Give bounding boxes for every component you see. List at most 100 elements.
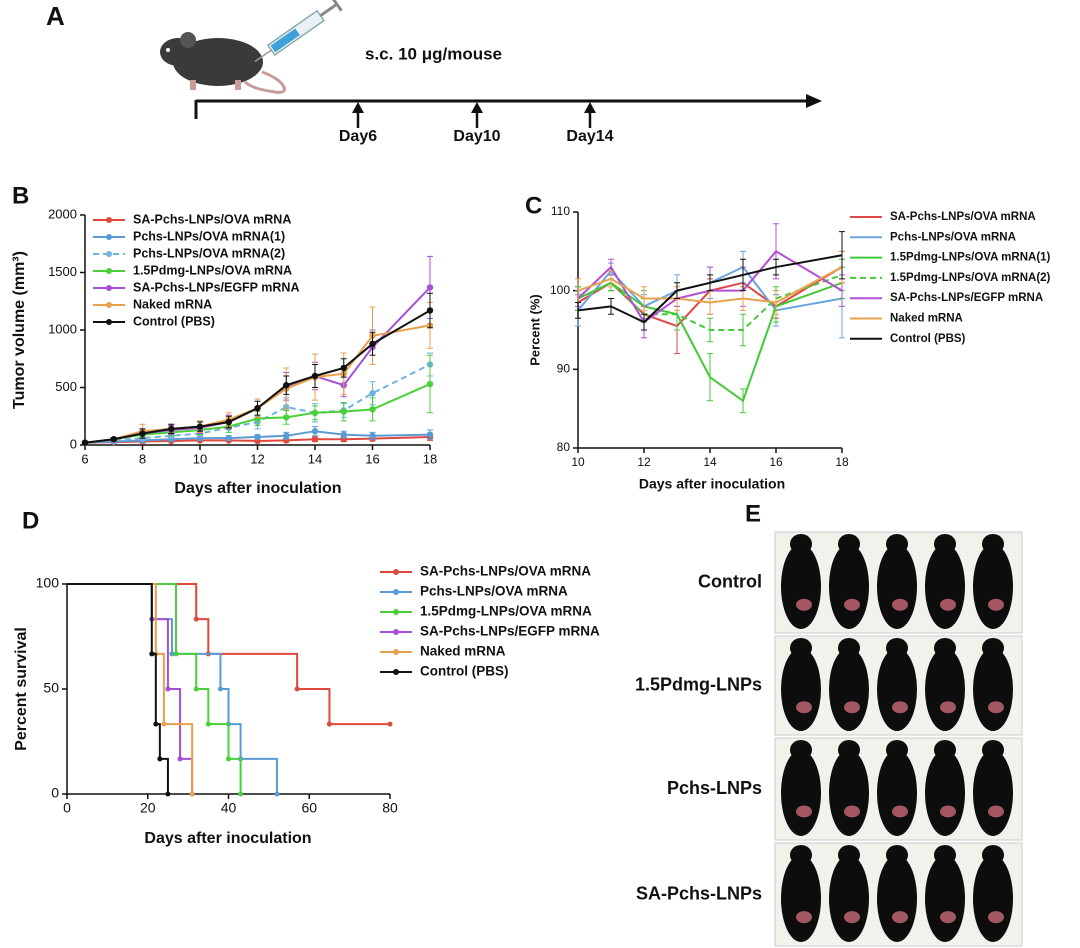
mouse-head [934, 534, 956, 554]
y-tick-label: 100 [36, 575, 60, 591]
panel-e: E Control 1.5Pdmg-LNPs Pchs-LNPs SA-Pchs-LN… [635, 500, 1023, 947]
x-tick-label: 18 [835, 455, 849, 469]
point [426, 380, 434, 388]
mouse-head [886, 845, 908, 865]
mouse-head [838, 740, 860, 760]
legend-label: Pchs-LNPs/OVA mRNA(2) [133, 246, 285, 260]
legend-marker [106, 251, 112, 257]
x-axis-label: Days after inoculation [174, 480, 341, 497]
point [311, 428, 319, 435]
legend-marker [393, 569, 399, 575]
y-tick-label: 90 [557, 362, 571, 376]
mouse-head [790, 638, 812, 658]
y-axis-label: Percent (%) [527, 294, 542, 366]
survival-step [228, 723, 242, 759]
point [110, 436, 117, 443]
error-bar [575, 301, 581, 319]
mouse-head [982, 534, 1004, 554]
day-arrowhead [352, 102, 364, 113]
x-tick-label: 12 [637, 455, 651, 469]
mouse-body [925, 750, 965, 836]
series-line [84, 309, 431, 444]
point [196, 423, 204, 430]
y-tick-label: 100 [550, 283, 570, 297]
survival-step [220, 688, 230, 725]
legend-label: 1.5Pdmg-LNPs/OVA mRNA(1) [890, 252, 1051, 264]
x-tick-label: 10 [571, 455, 585, 469]
x-axis-label: Days after inoculation [639, 476, 785, 492]
mouse-body [781, 855, 821, 942]
legend-label: Pchs-LNPs/OVA mRNA [420, 584, 568, 599]
day-label: Day14 [566, 128, 613, 145]
x-tick-label: 14 [308, 451, 322, 466]
point [426, 284, 434, 291]
tumor-site [988, 701, 1004, 714]
mouse-head [934, 845, 956, 865]
tumor-site [892, 598, 908, 611]
legend-marker [106, 285, 112, 291]
point [165, 791, 171, 797]
survival-step [67, 583, 153, 620]
legend-label: SA-Pchs-LNPs/EGFP mRNA [420, 624, 600, 639]
x-tick-label: 40 [221, 800, 237, 816]
y-tick-label: 1500 [48, 264, 77, 279]
legend-label: Naked mRNA [420, 644, 506, 659]
legend-label: SA-Pchs-LNPs/OVA mRNA [890, 211, 1036, 223]
x-tick-label: 60 [301, 800, 317, 816]
chart: B 0 500 1000 1500 2000 6 8 10 12 14 16 18 Days after … [11, 182, 437, 497]
mouse-body [781, 648, 821, 731]
x-tick-label: 14 [703, 455, 717, 469]
legend-label: Control (PBS) [133, 314, 215, 328]
mouse-head [982, 740, 1004, 760]
mouse-body [973, 544, 1013, 629]
mouse-body [829, 544, 869, 629]
y-tick-label: 0 [70, 436, 77, 451]
panel-label: A [46, 1, 65, 31]
point [225, 418, 232, 426]
panel-label: E [745, 500, 761, 527]
tumor-site [988, 805, 1004, 818]
survival-step [151, 618, 173, 654]
point [254, 433, 261, 441]
legend-label: 1.5Pdmg-LNPs/OVA mRNA [420, 604, 592, 619]
survival-step [176, 652, 198, 689]
x-axis-label: Days after inoculation [144, 830, 311, 847]
legend-marker [106, 217, 112, 223]
point [369, 390, 376, 397]
panel-label: C [525, 192, 542, 219]
tumor-site [844, 911, 860, 924]
survival-step [159, 757, 169, 794]
x-tick-label: 8 [139, 451, 146, 466]
survival-step [163, 723, 194, 794]
point [311, 436, 319, 443]
row-label: SA-Pchs-LNPs [636, 883, 762, 903]
point [168, 425, 175, 433]
mouse-body [877, 750, 917, 836]
point [139, 430, 146, 437]
legend-label: Naked mRNA [890, 313, 963, 325]
tumor-site [988, 598, 1004, 611]
point [254, 405, 261, 412]
legend-marker [106, 319, 112, 325]
x-tick-label: 12 [250, 451, 264, 466]
survival-step [155, 652, 165, 725]
mouse-body [829, 855, 869, 942]
mouse-body [877, 648, 917, 731]
panel-a: A s.c. 10 μg/mouse Day6 Day10 Day14 [46, 0, 822, 145]
point [238, 791, 244, 797]
tumor-site [940, 598, 956, 611]
point [189, 791, 195, 797]
day-label: Day10 [453, 128, 500, 145]
point [369, 406, 376, 413]
tumor-site [892, 701, 908, 714]
y-axis-label: Tumor volume (mm³) [11, 251, 28, 409]
series-line [84, 363, 431, 444]
row-label: 1.5Pdmg-LNPs [635, 674, 762, 694]
tumor-site [796, 805, 812, 818]
legend-label: SA-Pchs-LNPs/EGFP mRNA [890, 292, 1043, 304]
y-tick-label: 0 [51, 785, 59, 801]
point [283, 382, 290, 389]
mouse-body [781, 544, 821, 629]
